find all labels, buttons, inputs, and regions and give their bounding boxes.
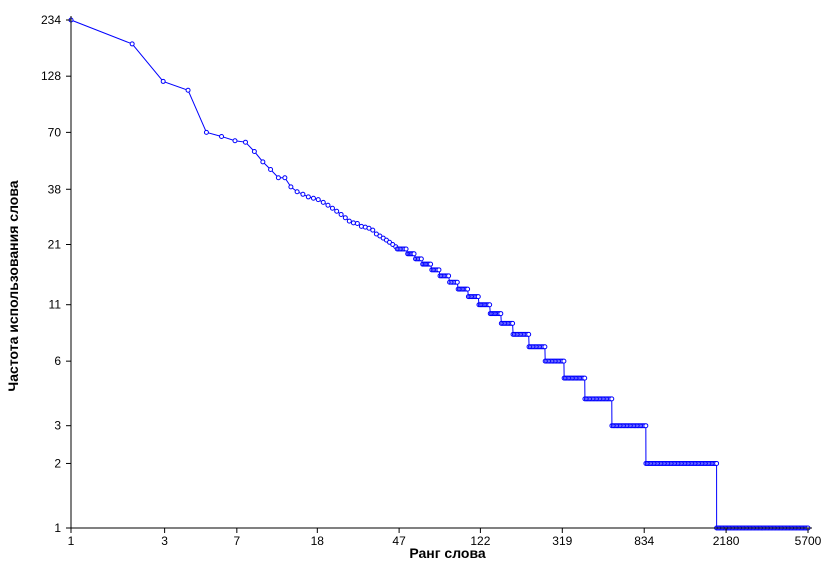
x-tick-label: 47 — [392, 534, 406, 548]
x-tick-label: 2180 — [713, 534, 740, 548]
data-point — [219, 133, 225, 139]
data-point — [436, 267, 442, 273]
data-point — [354, 221, 360, 227]
data-point — [129, 41, 135, 47]
x-tick-label: 7 — [233, 534, 240, 548]
y-tick-label: 3 — [54, 419, 61, 433]
x-axis-ticks: 1 3 7 18 47 122 319 834 2180 5700 — [68, 528, 822, 548]
data-point — [582, 375, 588, 381]
data-point — [510, 320, 516, 326]
y-tick-label: 1 — [54, 521, 61, 535]
data-point — [251, 149, 257, 155]
data-point — [487, 302, 493, 308]
data-point — [334, 208, 340, 214]
data-point — [329, 205, 335, 211]
y-tick-label: 234 — [41, 13, 61, 27]
x-tick-label: 5700 — [795, 534, 822, 548]
data-point — [275, 175, 281, 181]
data-point — [350, 220, 356, 226]
data-point — [305, 194, 311, 200]
data-point — [346, 218, 352, 224]
data-point — [370, 227, 376, 233]
data-point — [338, 211, 344, 217]
x-tick-label: 3 — [161, 534, 168, 548]
data-point — [498, 311, 504, 317]
data-point — [643, 423, 649, 429]
data-point — [260, 159, 266, 165]
data-point — [325, 202, 331, 208]
data-point — [428, 261, 434, 267]
data-point — [288, 184, 294, 190]
y-tick-label: 21 — [48, 237, 62, 251]
data-point — [714, 460, 720, 466]
y-tick-label: 6 — [54, 354, 61, 368]
x-tick-label: 122 — [470, 534, 490, 548]
y-tick-label: 128 — [41, 69, 61, 83]
data-point — [310, 195, 316, 201]
data-point — [320, 199, 326, 205]
data-point — [232, 138, 238, 144]
data-point — [203, 129, 209, 135]
y-tick-label: 70 — [48, 125, 62, 139]
data-point — [418, 256, 424, 262]
data-point — [526, 331, 532, 337]
data-point — [542, 344, 548, 350]
data-point — [446, 273, 452, 279]
plot-area — [68, 17, 811, 531]
data-point — [411, 251, 417, 257]
data-point — [475, 294, 481, 300]
y-axis-title: Частота использования слова — [5, 180, 21, 391]
x-tick-label: 319 — [552, 534, 572, 548]
y-tick-label: 38 — [48, 182, 62, 196]
x-tick-label: 18 — [311, 534, 325, 548]
data-point — [561, 358, 567, 364]
data-point — [268, 166, 274, 172]
data-point — [342, 215, 348, 221]
data-point — [403, 246, 409, 252]
data-point — [243, 139, 248, 145]
data-point — [454, 279, 460, 285]
data-point — [366, 225, 372, 231]
y-tick-label: 2 — [54, 456, 61, 470]
y-tick-label: 11 — [49, 298, 62, 312]
data-point — [358, 223, 364, 229]
x-axis-title: Ранг слова — [409, 545, 486, 561]
data-point — [160, 78, 166, 84]
x-tick-label: 834 — [634, 534, 654, 548]
data-point — [300, 191, 306, 197]
x-tick-label: 1 — [68, 534, 75, 548]
data-point — [185, 87, 191, 93]
data-point — [315, 197, 321, 203]
data-point — [609, 396, 615, 402]
data-point — [294, 189, 300, 195]
data-point — [282, 175, 288, 181]
data-point — [465, 286, 471, 292]
y-axis-ticks: 1 2 3 6 11 21 38 70 128 234 — [41, 13, 71, 535]
